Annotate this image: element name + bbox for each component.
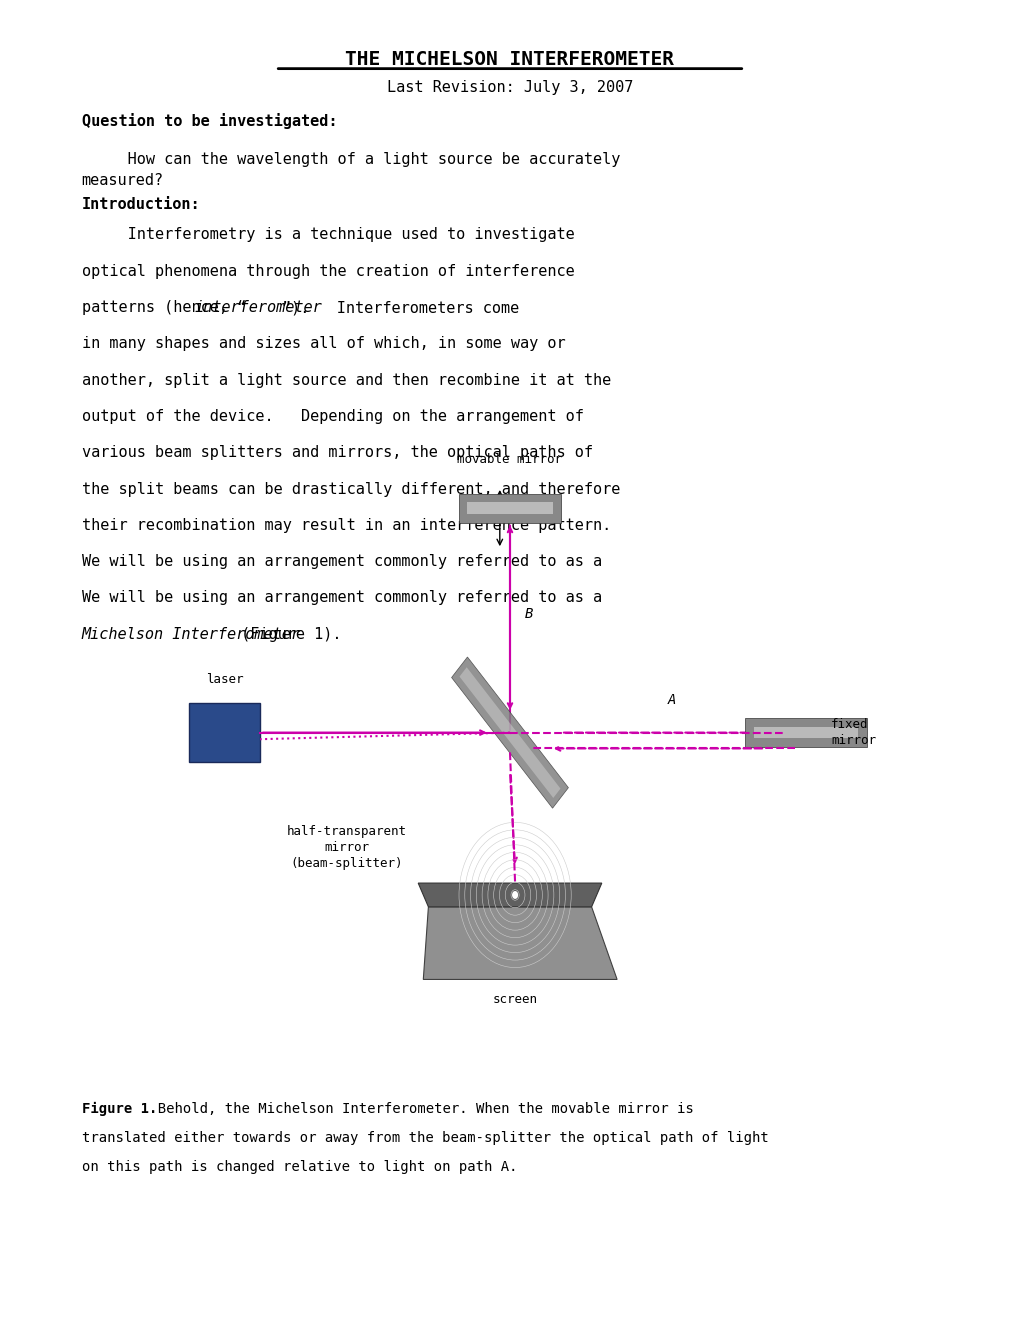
Text: laser: laser xyxy=(206,673,243,686)
Polygon shape xyxy=(467,503,552,513)
Text: patterns (hence, “: patterns (hence, “ xyxy=(82,300,246,315)
Polygon shape xyxy=(460,668,559,797)
Text: We will be using an arrangement commonly referred to as a: We will be using an arrangement commonly… xyxy=(82,554,601,569)
Text: We will be using an arrangement commonly referred to as a: We will be using an arrangement commonly… xyxy=(82,590,601,606)
Text: fixed
mirror: fixed mirror xyxy=(830,718,875,747)
Text: Michelson Interferometer: Michelson Interferometer xyxy=(82,627,301,642)
Polygon shape xyxy=(459,494,560,523)
Text: Last Revision: July 3, 2007: Last Revision: July 3, 2007 xyxy=(386,79,633,95)
Polygon shape xyxy=(451,657,568,808)
Text: interferometer: interferometer xyxy=(195,300,322,315)
Text: movable mirror: movable mirror xyxy=(458,453,561,466)
Text: (Figure 1).: (Figure 1). xyxy=(232,627,341,642)
Text: the split beams can be drastically different, and therefore: the split beams can be drastically diffe… xyxy=(82,482,620,496)
Text: half-transparent
mirror
(beam-splitter): half-transparent mirror (beam-splitter) xyxy=(286,825,407,870)
Text: on this path is changed relative to light on path A.: on this path is changed relative to ligh… xyxy=(82,1160,517,1175)
Text: Question to be investigated:: Question to be investigated: xyxy=(82,114,336,129)
Text: Interferometry is a technique used to investigate: Interferometry is a technique used to in… xyxy=(82,227,574,243)
Text: translated either towards or away from the beam-splitter the optical path of lig: translated either towards or away from t… xyxy=(82,1131,767,1146)
Text: in many shapes and sizes all of which, in some way or: in many shapes and sizes all of which, i… xyxy=(82,337,565,351)
Text: optical phenomena through the creation of interference: optical phenomena through the creation o… xyxy=(82,264,574,279)
Polygon shape xyxy=(753,727,857,738)
Text: various beam splitters and mirrors, the optical paths of: various beam splitters and mirrors, the … xyxy=(82,445,592,461)
Text: another, split a light source and then recombine it at the: another, split a light source and then r… xyxy=(82,372,610,388)
Text: output of the device.   Depending on the arrangement of: output of the device. Depending on the a… xyxy=(82,409,583,424)
Text: A: A xyxy=(667,693,676,706)
Text: Figure 1.: Figure 1. xyxy=(82,1102,157,1117)
Polygon shape xyxy=(744,718,866,747)
Text: their recombination may result in an interference pattern.: their recombination may result in an int… xyxy=(82,517,610,533)
Text: THE MICHELSON INTERFEROMETER: THE MICHELSON INTERFEROMETER xyxy=(345,50,674,69)
Text: Behold, the Michelson Interferometer. When the movable mirror is: Behold, the Michelson Interferometer. Wh… xyxy=(141,1102,693,1117)
Text: screen: screen xyxy=(492,993,537,1006)
Polygon shape xyxy=(423,907,616,979)
Bar xyxy=(189,704,260,763)
Text: How can the wavelength of a light source be accurately
measured?: How can the wavelength of a light source… xyxy=(82,152,620,187)
Text: Introduction:: Introduction: xyxy=(82,197,200,213)
Circle shape xyxy=(512,891,518,899)
Polygon shape xyxy=(418,883,601,907)
Text: B: B xyxy=(525,607,533,620)
Text: ”).   Interferometers come: ”). Interferometers come xyxy=(282,300,519,315)
